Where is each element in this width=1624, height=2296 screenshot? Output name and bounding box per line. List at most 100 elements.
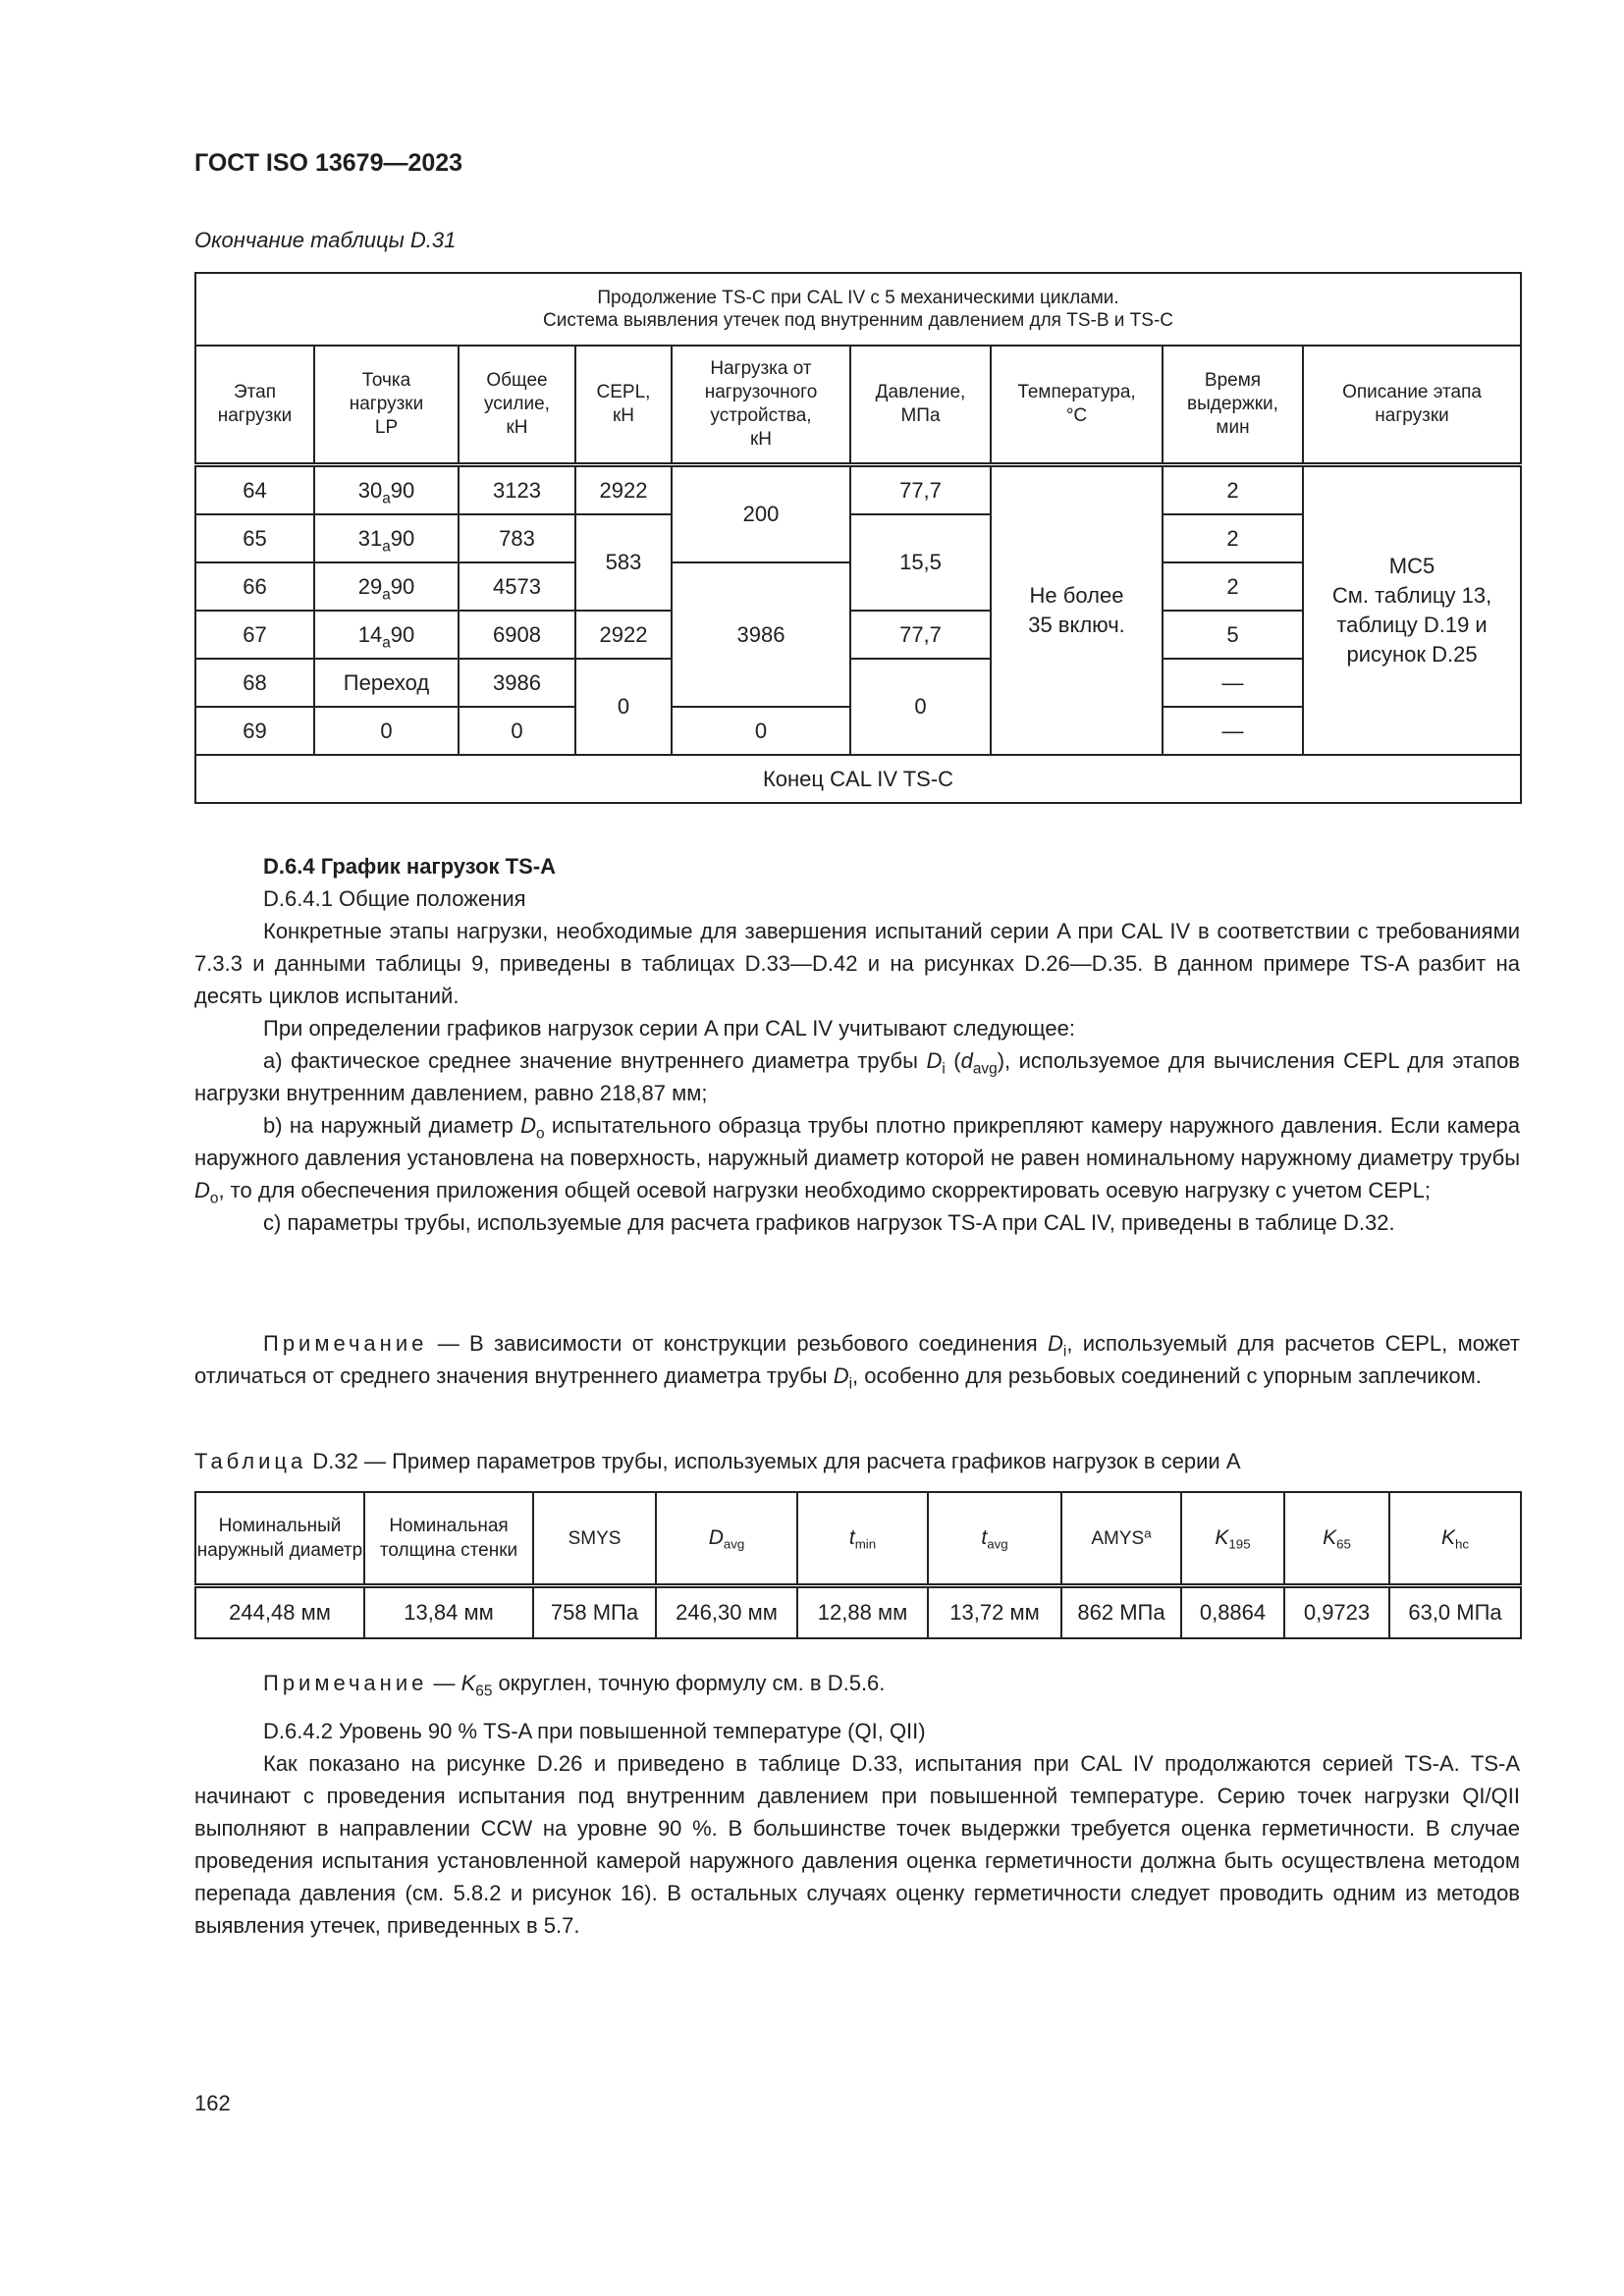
header-line: нагрузки <box>217 405 293 426</box>
cell-lp: Переход <box>313 658 460 708</box>
text-segment: испытательного образца трубы плотно прик… <box>194 1113 1520 1170</box>
lp-subscript: a <box>382 585 391 603</box>
header-line: кН <box>506 417 528 438</box>
text-segment: Номинальный наружный диаметр <box>196 1516 363 1561</box>
column-header: Общее усилие, кН <box>458 345 576 467</box>
cell-force: 3986 <box>458 658 576 708</box>
force-value: 6908 <box>493 621 541 647</box>
lp-value: 0 <box>380 718 393 743</box>
table-row: 64 30a90 3123 2922 200 77,7 Не более 35 включ.… <box>194 463 1523 756</box>
value-cell: 758 МПа <box>532 1584 657 1639</box>
force-value: 3986 <box>493 669 541 695</box>
temperature-value: Не более 35 включ. <box>1028 583 1125 637</box>
table-row: 69 0 0 0 — <box>194 706 1521 756</box>
text-segment: ), используемое для вычисления CEPL для … <box>194 1048 1520 1105</box>
cell-hold: 2 <box>1162 561 1304 612</box>
lp-value: 14 <box>357 621 383 647</box>
cell-force: 6908 <box>458 610 576 660</box>
text-segment: D.6.4.2 Уровень 90 % TS-A при повышенной… <box>263 1719 926 1743</box>
text-segment: o <box>535 1125 545 1143</box>
column-header: Температура, °C <box>990 345 1164 467</box>
value-cell: 862 МПа <box>1060 1584 1182 1639</box>
cell-cepl: 2922 <box>574 463 673 515</box>
table-d32: Номинальный наружный диаметр Номинальная … <box>194 1491 1522 1639</box>
text-segment: b) на наружный диаметр <box>263 1113 521 1138</box>
lp-subscript: a <box>382 537 391 555</box>
text-segment: d <box>960 1048 973 1073</box>
text-segment: D <box>194 1178 210 1202</box>
cell-hold: 5 <box>1162 610 1304 660</box>
text-segment: K <box>460 1671 476 1695</box>
table-row: 65 31a90 783 583 15,5 2 <box>194 513 1521 612</box>
section-d64: D.6.4 График нагрузок TS-A D.6.4.1 Общие … <box>194 850 1520 1239</box>
lp-value: Переход <box>343 669 430 695</box>
text-segment: avg <box>987 1536 1008 1552</box>
value-cell: 246,30 мм <box>655 1584 798 1639</box>
header-line: кН <box>612 405 635 426</box>
text-segment: K <box>1215 1526 1229 1549</box>
text-segment: i <box>942 1060 946 1078</box>
table-d31: Продолжение TS-C при CAL IV с 5 механиче… <box>193 272 1523 804</box>
cell-stage: 66 <box>194 561 315 612</box>
note-1: Примечание — В зависимости от конструкци… <box>194 1327 1520 1392</box>
hold-value: 2 <box>1226 477 1239 503</box>
cell-hold: 2 <box>1162 513 1304 563</box>
text-segment: i <box>848 1375 853 1393</box>
text-segment: Как показано на рисунке D.26 и приведено… <box>194 1751 1520 1938</box>
column-header: Давление, МПа <box>849 345 992 467</box>
hold-value: 2 <box>1226 525 1239 551</box>
header-line: LP <box>374 417 399 438</box>
column-header: Описание этапа нагрузки <box>1301 345 1523 467</box>
cell-device: 0 <box>671 706 851 756</box>
cell-force: 0 <box>458 706 576 756</box>
text-segment: SMYS <box>568 1527 622 1549</box>
table-footer-row: Конец CAL IV TS-C <box>193 754 1523 804</box>
lp-angle: 90 <box>390 621 415 647</box>
cell-force: 3123 <box>458 463 576 515</box>
cell-lp: 30a90 <box>313 463 460 515</box>
cell-force: 4573 <box>458 561 576 612</box>
stage-value: 65 <box>243 525 267 551</box>
table-title-row: Продолжение TS-C при CAL IV с 5 механиче… <box>193 272 1523 347</box>
cell-pressure: 77,7 <box>849 610 992 660</box>
force-value: 4573 <box>493 573 541 599</box>
header-line: Описание этапа <box>1342 382 1482 402</box>
text-segment: D <box>926 1048 943 1073</box>
table-row: 244,48 мм 13,84 мм 758 МПа 246,30 мм 12,88 м… <box>194 1584 1522 1639</box>
lp-angle: 90 <box>390 525 415 551</box>
cell-hold: — <box>1162 658 1304 708</box>
header-line: Температура, <box>1017 382 1136 402</box>
text-segment: , то для обеспечения приложения общей ос… <box>218 1178 1431 1202</box>
cell-device: 200 <box>671 463 851 563</box>
note-2: Примечание — K65 округлен, точную формул… <box>194 1667 1520 1699</box>
text-segment: D <box>1048 1331 1063 1356</box>
pressure-value: 15,5 <box>899 550 942 574</box>
text-segment: При определении графиков нагрузок серии … <box>263 1016 1075 1041</box>
table-title: Продолжение TS-C при CAL IV с 5 механиче… <box>193 272 1523 347</box>
paragraph: Таблица D.32 — Пример параметров трубы, … <box>194 1445 1520 1477</box>
stage-value: 69 <box>243 718 267 743</box>
stage-value: 68 <box>243 669 267 695</box>
paragraph: а) фактическое среднее значение внутренн… <box>194 1044 1520 1109</box>
paragraph: Как показано на рисунке D.26 и приведено… <box>194 1747 1520 1942</box>
lp-value: 30 <box>357 477 383 503</box>
table-continuation-label: Окончание таблицы D.31 <box>194 228 457 252</box>
text-segment: — В зависимости от конструкции резьбовог… <box>427 1331 1048 1356</box>
device-value: 0 <box>754 718 768 743</box>
lp-angle: 90 <box>390 573 415 599</box>
hold-value: 2 <box>1226 573 1239 599</box>
header-line: усилие, <box>484 394 550 414</box>
section-d642: D.6.4.2 Уровень 90 % TS-A при повышенной… <box>194 1715 1520 1942</box>
cell-stage: 65 <box>194 513 315 563</box>
cell-cepl: 2922 <box>574 610 673 660</box>
table-row: 68 Переход 3986 0 0 — <box>194 658 1521 756</box>
description-line: рисунок D.25 <box>1346 642 1478 667</box>
column-header: CEPL, кН <box>574 345 673 467</box>
paragraph: b) на наружный диаметр Do испытательного… <box>194 1109 1520 1206</box>
cepl-value: 583 <box>605 550 642 574</box>
text-segment: Таблица <box>194 1449 307 1473</box>
cell-hold: — <box>1162 706 1304 756</box>
header-line: выдержки, <box>1187 394 1278 414</box>
text-segment: , используемый для расчетов CEPL, может … <box>194 1331 1520 1388</box>
cell-pressure: 15,5 <box>849 513 992 612</box>
